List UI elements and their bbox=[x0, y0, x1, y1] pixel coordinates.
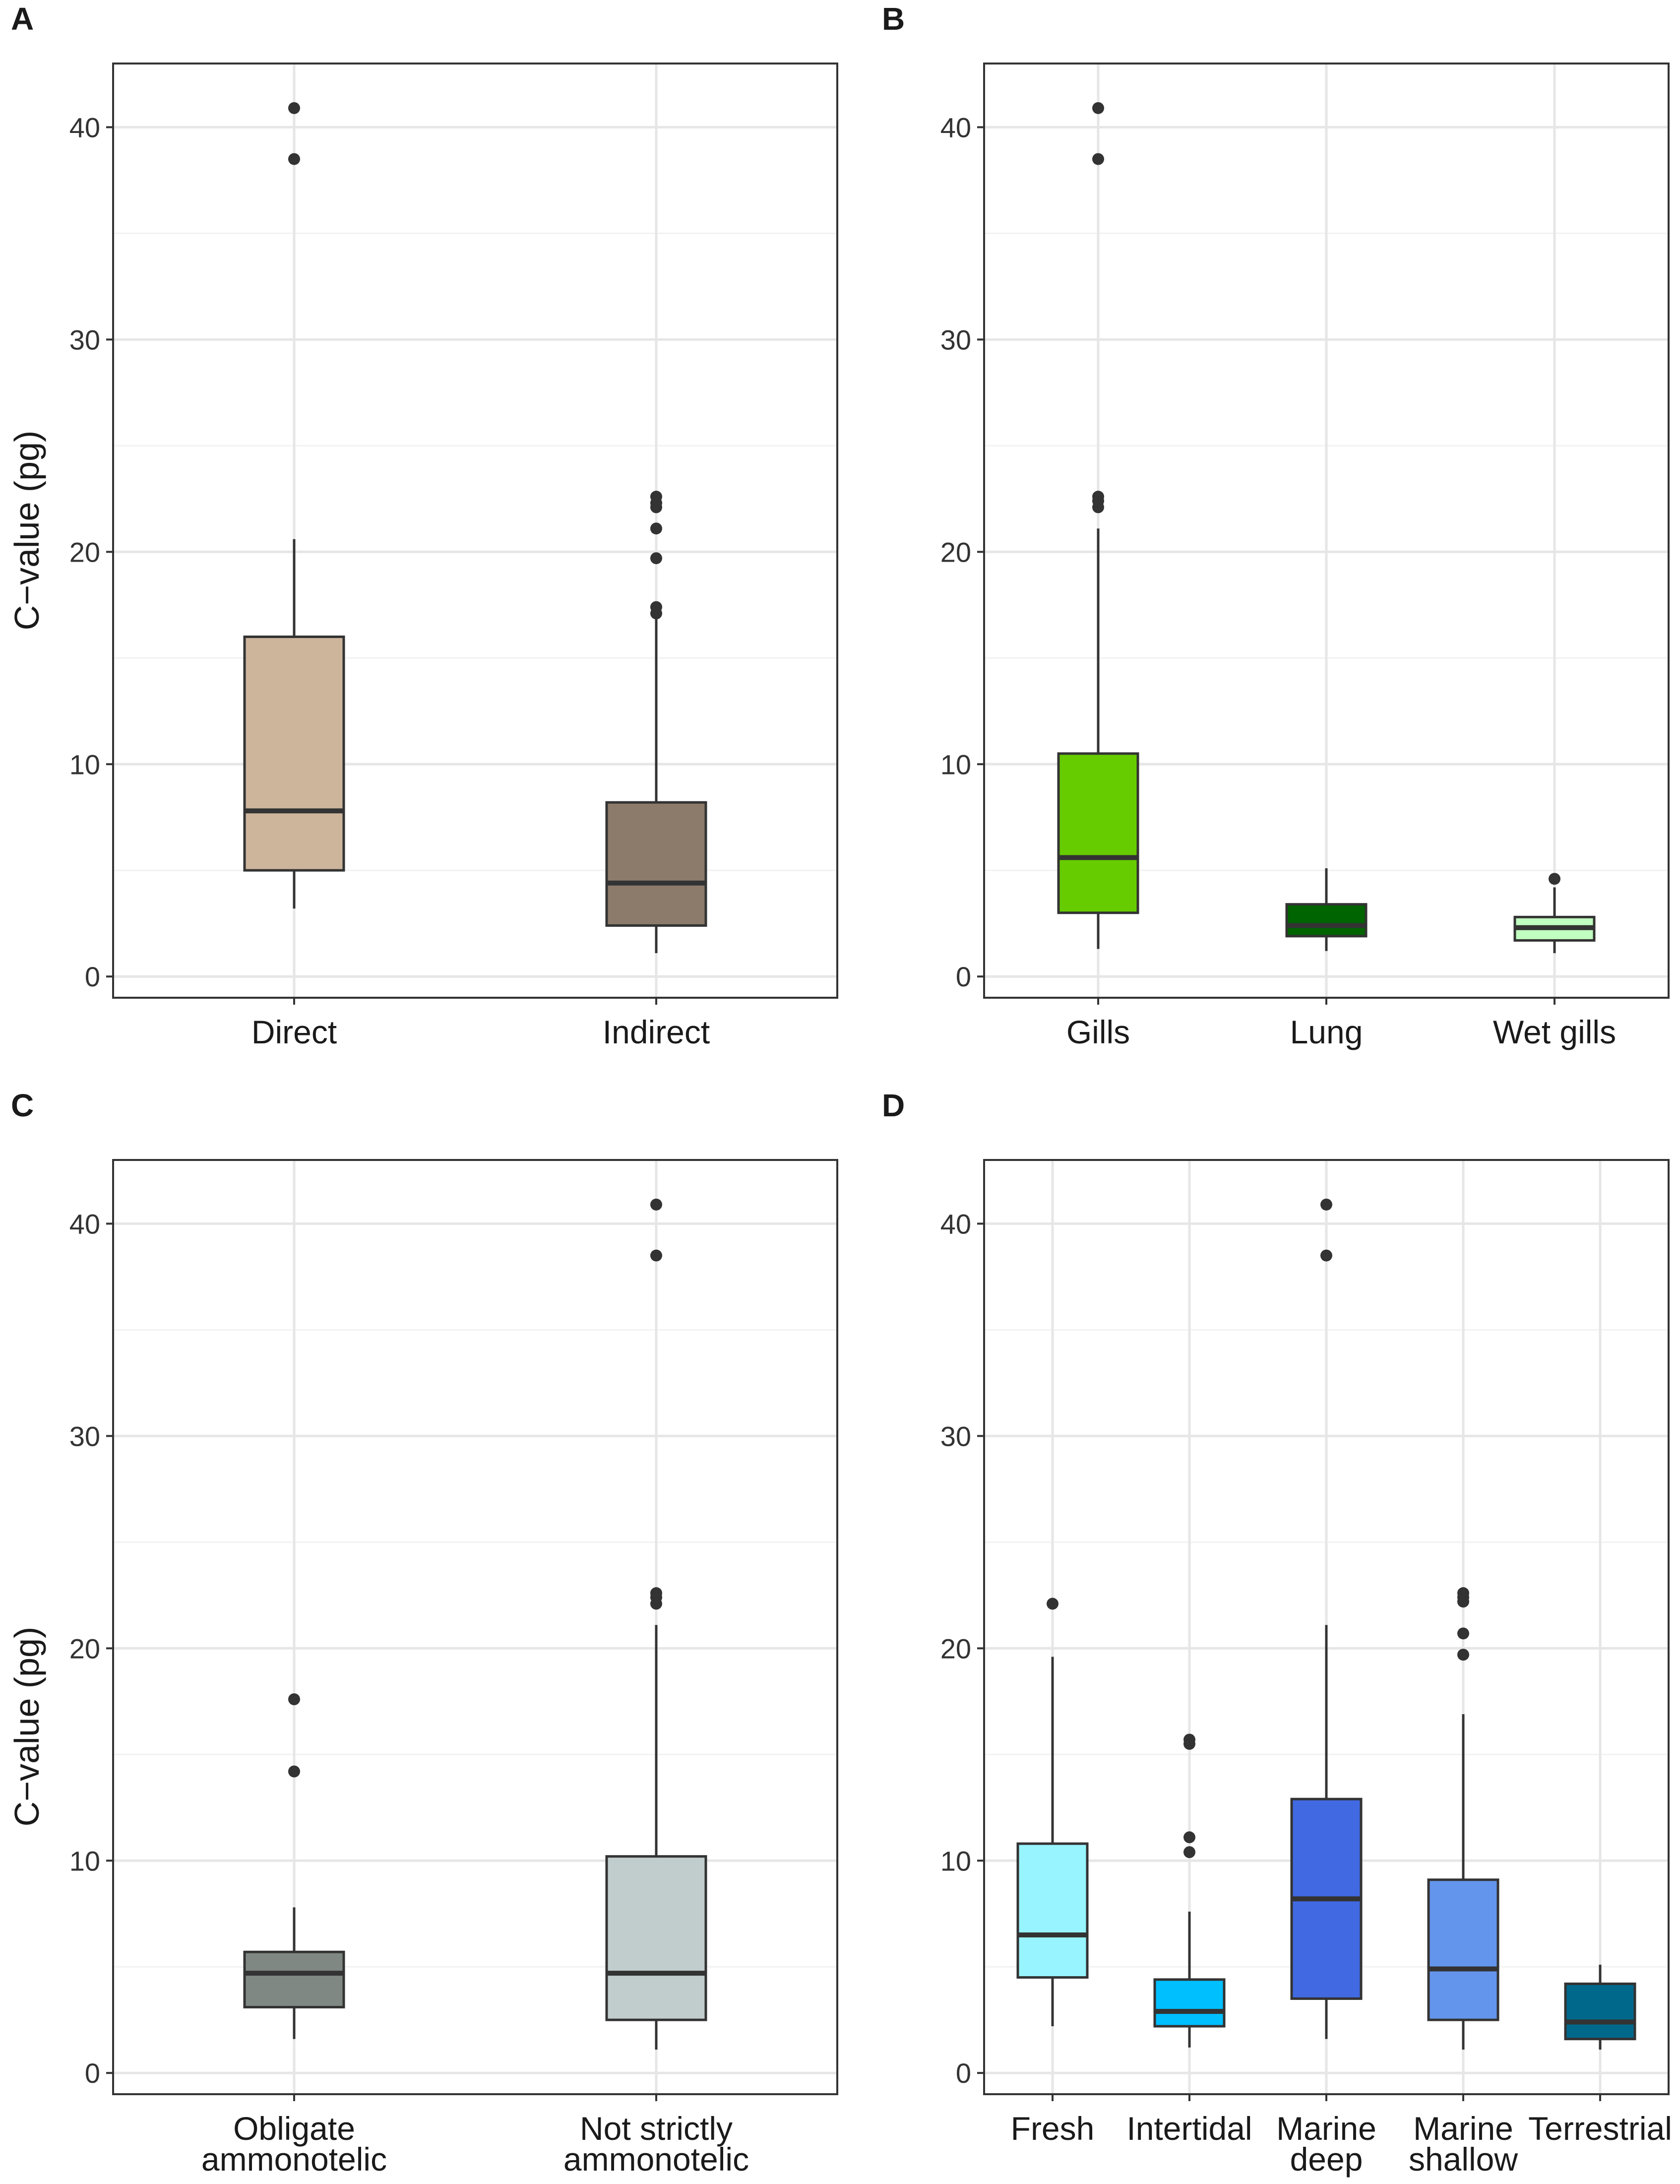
y-tick-label: 30 bbox=[69, 324, 100, 355]
box-not-strictly-ammonotelic bbox=[605, 1198, 707, 2050]
box-intertidal bbox=[1153, 1734, 1226, 2048]
outlier-point bbox=[288, 153, 300, 165]
x-category-label: Marine bbox=[1413, 2110, 1513, 2147]
outlier-point bbox=[1092, 491, 1104, 503]
x-category-label: Lung bbox=[1290, 1014, 1363, 1050]
x-category-label: deep bbox=[1290, 2141, 1363, 2178]
outlier-point bbox=[1092, 153, 1104, 165]
box-iqr bbox=[605, 1855, 707, 2021]
y-tick-label: 0 bbox=[85, 2057, 100, 2089]
box-lung bbox=[1285, 868, 1368, 951]
box-iqr bbox=[1016, 1842, 1089, 1979]
outlier-point bbox=[1549, 873, 1560, 885]
y-tick-label: 40 bbox=[940, 112, 971, 143]
x-category-label: shallow bbox=[1409, 2141, 1518, 2178]
panel-letter-d: D bbox=[882, 1088, 905, 1123]
box-iqr bbox=[243, 1950, 345, 2009]
outlier-point bbox=[650, 491, 662, 503]
outlier-point bbox=[1047, 1598, 1058, 1610]
x-category-label: Obligate bbox=[233, 2110, 355, 2147]
y-tick-label: 40 bbox=[69, 112, 100, 143]
box-obligate-ammonotelic bbox=[243, 1693, 345, 2039]
outlier-point bbox=[1183, 1846, 1195, 1859]
y-tick-label: 20 bbox=[69, 536, 100, 568]
y-tick-label: 30 bbox=[940, 1420, 971, 1452]
outlier-point bbox=[288, 1693, 300, 1706]
box-fresh bbox=[1016, 1598, 1089, 2027]
box-iqr bbox=[1564, 1982, 1636, 2041]
panel-a: A 0 10 20 30 40 Direct Indirect C−value (pg) bbox=[7, 1, 838, 1050]
y-tick-label: 0 bbox=[85, 961, 100, 992]
outlier-point bbox=[650, 1249, 662, 1262]
y-tick-label: 30 bbox=[69, 1420, 100, 1452]
outlier-point bbox=[288, 102, 300, 114]
y-tick-label: 10 bbox=[69, 1845, 100, 1876]
outlier-point bbox=[1457, 1627, 1469, 1640]
outlier-point bbox=[650, 552, 662, 565]
y-tick-label: 20 bbox=[69, 1633, 100, 1664]
panel-b: B 0 10 20 30 40 Gills Lung Wet gills bbox=[882, 1, 1670, 1050]
y-tick-label: 0 bbox=[956, 961, 971, 992]
x-category-label: Wet gills bbox=[1493, 1014, 1616, 1050]
box-indirect bbox=[605, 491, 707, 954]
box-iqr bbox=[605, 801, 707, 927]
outlier-point bbox=[1457, 1649, 1469, 1661]
panel-border bbox=[112, 1159, 838, 2095]
y-tick-label: 40 bbox=[940, 1208, 971, 1239]
outlier-point bbox=[288, 1765, 300, 1778]
x-category-label: Intertidal bbox=[1126, 2110, 1252, 2147]
box-iqr bbox=[1057, 752, 1139, 914]
y-tick-label: 10 bbox=[940, 749, 971, 780]
x-category-label: Terrestrial bbox=[1528, 2110, 1672, 2147]
box-iqr bbox=[243, 635, 345, 872]
y-tick-label: 40 bbox=[69, 1208, 100, 1239]
x-category-label: Fresh bbox=[1011, 2110, 1095, 2147]
y-tick-label: 20 bbox=[940, 1633, 971, 1664]
box-iqr bbox=[1427, 1878, 1499, 2021]
outlier-point bbox=[1183, 1734, 1195, 1746]
x-category-label: ammonotelic bbox=[563, 2141, 749, 2178]
y-tick-label: 30 bbox=[940, 324, 971, 355]
box-iqr bbox=[1285, 903, 1368, 938]
box-marine-shallow bbox=[1427, 1587, 1499, 2050]
box-iqr bbox=[1153, 1978, 1226, 2028]
outlier-point bbox=[1183, 1831, 1195, 1844]
panel-border bbox=[112, 63, 838, 999]
box-marine-deep bbox=[1290, 1198, 1363, 2039]
outlier-point bbox=[1320, 1249, 1332, 1262]
panel-letter-b: B bbox=[882, 1, 905, 37]
outlier-point bbox=[1457, 1587, 1469, 1600]
y-tick-label: 10 bbox=[69, 749, 100, 780]
x-category-label: Direct bbox=[251, 1014, 337, 1050]
y-tick-label: 20 bbox=[940, 536, 971, 568]
outlier-point bbox=[650, 522, 662, 535]
x-category-label: Indirect bbox=[603, 1014, 710, 1050]
plot-background bbox=[113, 1160, 837, 2094]
y-tick-label: 0 bbox=[956, 2057, 971, 2089]
y-tick-label: 10 bbox=[940, 1845, 971, 1876]
y-axis-title: C−value (pg) bbox=[7, 1627, 46, 1827]
outlier-point bbox=[650, 1198, 662, 1211]
outlier-point bbox=[650, 601, 662, 613]
x-category-label: Marine bbox=[1276, 2110, 1376, 2147]
y-axis-title: C−value (pg) bbox=[7, 431, 46, 631]
x-category-label: Not strictly bbox=[580, 2110, 733, 2147]
outlier-point bbox=[650, 1587, 662, 1600]
box-wet-gills bbox=[1513, 873, 1596, 954]
panel-letter-c: C bbox=[11, 1088, 34, 1123]
panel-letter-a: A bbox=[11, 1, 34, 37]
box-terrestrial bbox=[1564, 1964, 1636, 2050]
box-direct bbox=[243, 102, 345, 909]
plot-background bbox=[113, 64, 837, 998]
outlier-point bbox=[1320, 1198, 1332, 1211]
x-category-label: Gills bbox=[1066, 1014, 1130, 1050]
box-gills bbox=[1057, 102, 1139, 949]
outlier-point bbox=[1092, 102, 1104, 114]
x-category-label: ammonotelic bbox=[201, 2141, 387, 2178]
